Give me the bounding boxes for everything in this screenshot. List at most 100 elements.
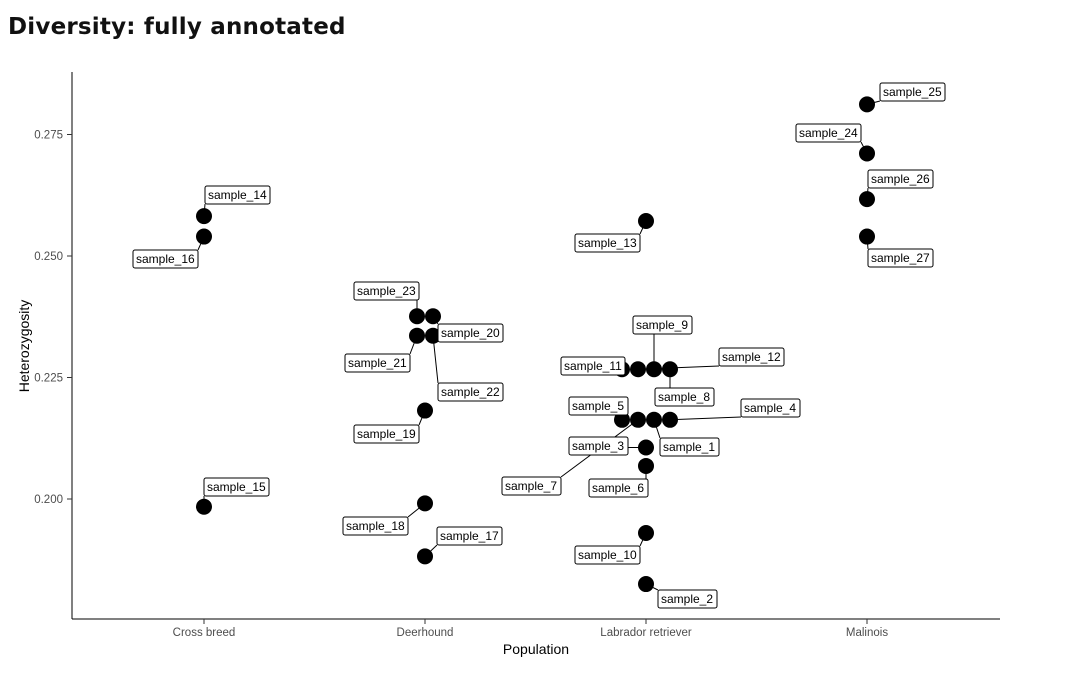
data-point bbox=[409, 327, 425, 344]
point-label-box bbox=[353, 281, 420, 301]
point-label: sample_15 bbox=[203, 477, 270, 497]
point-label-box bbox=[654, 387, 715, 407]
point-label: sample_10 bbox=[574, 545, 641, 565]
point-label-box bbox=[203, 477, 270, 497]
point-label-box bbox=[795, 123, 862, 143]
data-point bbox=[646, 361, 662, 378]
point-label: sample_16 bbox=[132, 249, 199, 269]
point-label-text: sample_1 bbox=[663, 440, 715, 454]
data-point bbox=[859, 96, 875, 113]
point-label-text: sample_2 bbox=[661, 592, 713, 606]
point-label-box bbox=[132, 249, 199, 269]
point-label: sample_20 bbox=[437, 323, 504, 343]
point-label-text: sample_26 bbox=[871, 172, 930, 186]
point-label: sample_2 bbox=[657, 589, 718, 609]
point-label: sample_27 bbox=[867, 248, 934, 268]
point-label-text: sample_24 bbox=[799, 126, 858, 140]
label-connector bbox=[669, 416, 742, 421]
point-label-text: sample_19 bbox=[357, 427, 416, 441]
data-point bbox=[614, 411, 630, 428]
data-point bbox=[196, 228, 212, 245]
point-label: sample_7 bbox=[501, 476, 562, 496]
data-point bbox=[662, 361, 678, 378]
point-label-text: sample_13 bbox=[578, 236, 637, 250]
x-tick-label: Malinois bbox=[846, 627, 888, 639]
data-point bbox=[196, 498, 212, 515]
point-label-text: sample_23 bbox=[357, 284, 416, 298]
data-point bbox=[859, 191, 875, 208]
point-label-box bbox=[867, 248, 934, 268]
point-label-text: sample_27 bbox=[871, 251, 930, 265]
data-point bbox=[638, 525, 654, 542]
x-tick-label: Cross breed bbox=[173, 627, 236, 639]
data-point bbox=[425, 327, 441, 344]
point-label-text: sample_17 bbox=[440, 529, 499, 543]
point-label: sample_4 bbox=[740, 398, 801, 418]
data-point bbox=[638, 439, 654, 456]
point-label: sample_26 bbox=[867, 169, 934, 189]
x-axis-title: Population bbox=[503, 641, 569, 657]
point-label: sample_8 bbox=[654, 387, 715, 407]
point-label: sample_18 bbox=[342, 516, 409, 536]
point-label-text: sample_14 bbox=[208, 188, 267, 202]
data-point bbox=[630, 361, 646, 378]
point-label-box bbox=[560, 356, 626, 376]
point-label-text: sample_22 bbox=[441, 385, 500, 399]
point-label-box bbox=[353, 424, 420, 444]
point-label: sample_1 bbox=[659, 437, 720, 457]
point-label-box bbox=[867, 169, 934, 189]
point-label-text: sample_9 bbox=[636, 318, 688, 332]
point-label: sample_6 bbox=[588, 478, 649, 498]
point-label-box bbox=[568, 436, 629, 456]
point-label-box bbox=[437, 382, 504, 402]
y-tick-label: 0.225 bbox=[34, 373, 63, 385]
point-label-box bbox=[574, 233, 641, 253]
point-label-text: sample_12 bbox=[722, 350, 781, 364]
data-point bbox=[646, 411, 662, 428]
point-label: sample_11 bbox=[560, 356, 626, 376]
point-label: sample_21 bbox=[344, 353, 411, 373]
point-label-box bbox=[657, 589, 718, 609]
data-point bbox=[638, 457, 654, 474]
point-label: sample_12 bbox=[718, 347, 785, 367]
data-point bbox=[662, 411, 678, 428]
point-label-box bbox=[344, 353, 411, 373]
y-ticks: 0.200 0.225 0.250 0.275 bbox=[34, 130, 72, 506]
point-label-text: sample_21 bbox=[348, 356, 407, 370]
point-label-box bbox=[574, 545, 641, 565]
point-label: sample_9 bbox=[632, 315, 693, 335]
data-point bbox=[196, 208, 212, 225]
point-label-text: sample_7 bbox=[505, 479, 557, 493]
x-tick-label: Labrador retriever bbox=[600, 627, 692, 639]
y-axis-title: Heterozygosity bbox=[16, 300, 32, 393]
point-label: sample_3 bbox=[568, 436, 629, 456]
point-label-box bbox=[342, 516, 409, 536]
y-tick-label: 0.275 bbox=[34, 130, 63, 142]
data-point bbox=[417, 495, 433, 512]
point-label-text: sample_4 bbox=[744, 401, 796, 415]
data-point bbox=[425, 308, 441, 325]
y-tick-label: 0.250 bbox=[34, 251, 63, 263]
chart-title: Diversity: fully annotated bbox=[8, 14, 346, 40]
point-label: sample_17 bbox=[436, 526, 503, 546]
point-label: sample_22 bbox=[437, 382, 504, 402]
x-tick-label: Deerhound bbox=[397, 627, 454, 639]
point-label-text: sample_15 bbox=[207, 480, 266, 494]
point-label-text: sample_25 bbox=[883, 85, 942, 99]
label-connectors bbox=[197, 100, 881, 591]
point-label-box bbox=[568, 396, 629, 416]
point-label: sample_13 bbox=[574, 233, 641, 253]
point-label-box bbox=[436, 526, 503, 546]
point-label-text: sample_16 bbox=[136, 252, 195, 266]
point-label-text: sample_11 bbox=[564, 359, 622, 373]
point-label: sample_19 bbox=[353, 424, 420, 444]
point-label: sample_23 bbox=[353, 281, 420, 301]
point-label: sample_14 bbox=[204, 185, 271, 205]
data-point bbox=[638, 576, 654, 593]
point-label-text: sample_6 bbox=[592, 481, 644, 495]
point-label-box bbox=[632, 315, 693, 335]
point-label: sample_24 bbox=[795, 123, 862, 143]
data-point bbox=[859, 145, 875, 162]
point-label-box bbox=[501, 476, 562, 496]
